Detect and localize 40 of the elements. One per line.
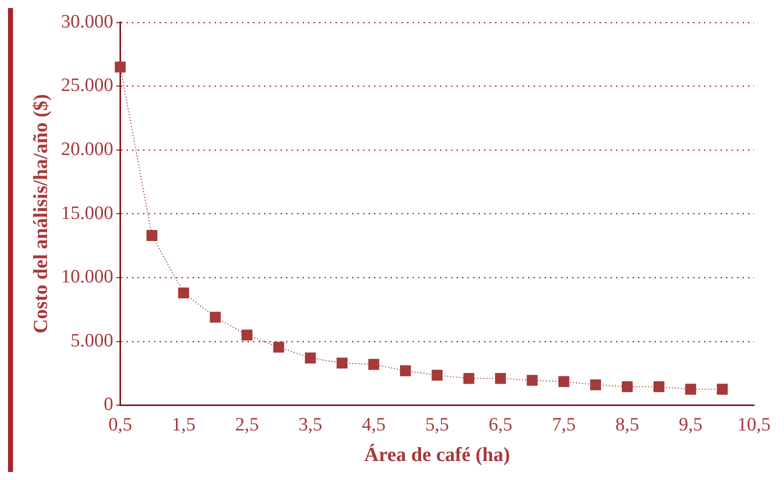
point (242, 330, 252, 340)
y-tick-label: 20.000 (61, 138, 114, 160)
x-tick-label: 0,5 (108, 414, 132, 436)
point (622, 381, 633, 392)
x-tick-label: 5,5 (425, 414, 449, 436)
x-tick-label: 7,5 (552, 414, 576, 436)
x-tick-label: 4,5 (362, 414, 386, 436)
y-tick-label: 5.000 (70, 330, 114, 352)
point (685, 384, 696, 395)
point (178, 287, 190, 298)
x-tick-label: 8,5 (615, 414, 640, 436)
y-tick-label: 10.000 (61, 266, 114, 288)
point (336, 358, 348, 369)
x-tick-label: 9,5 (678, 414, 702, 436)
point (210, 312, 221, 323)
point (432, 370, 443, 381)
x-tick-label: 6,5 (488, 414, 512, 436)
x-axis-title: Área de café (ha) (364, 443, 510, 466)
point (114, 62, 126, 73)
point (716, 384, 728, 395)
x-tick-label: 3,5 (298, 414, 322, 436)
point (558, 376, 570, 388)
point (495, 372, 506, 384)
point (653, 381, 664, 392)
point (400, 365, 411, 376)
point (146, 230, 158, 241)
x-tick-label: 1,5 (172, 414, 196, 436)
y-tick-label: 0 (104, 394, 114, 416)
point (526, 374, 538, 386)
y-tick-label: 25.000 (61, 75, 114, 96)
point (273, 342, 284, 353)
y-axis-title: Costo del análisis/ha/año ($) (30, 94, 52, 334)
y-tick-label: 15.000 (61, 202, 114, 224)
point (590, 379, 602, 390)
x-tick-label: 2,5 (235, 414, 259, 436)
x-tick-label: 10,5 (737, 414, 771, 436)
point (463, 372, 474, 384)
point (368, 358, 380, 370)
y-tick-label: 30.000 (61, 11, 114, 32)
point (304, 352, 316, 364)
